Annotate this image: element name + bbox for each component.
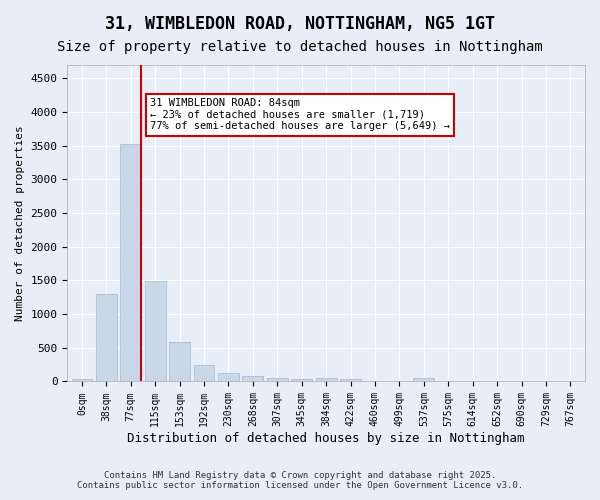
Bar [267, 378, 287, 382]
Bar [96, 294, 117, 382]
X-axis label: Distribution of detached houses by size in Nottingham: Distribution of detached houses by size … [127, 432, 525, 445]
Bar [218, 374, 239, 382]
Text: 31, WIMBLEDON ROAD, NOTTINGHAM, NG5 1GT: 31, WIMBLEDON ROAD, NOTTINGHAM, NG5 1GT [105, 15, 495, 33]
Bar [194, 366, 214, 382]
Bar [71, 380, 92, 382]
Bar [316, 378, 337, 382]
Text: 31 WIMBLEDON ROAD: 84sqm
← 23% of detached houses are smaller (1,719)
77% of sem: 31 WIMBLEDON ROAD: 84sqm ← 23% of detach… [150, 98, 450, 132]
Bar [121, 144, 141, 382]
Bar [292, 379, 312, 382]
Text: Contains HM Land Registry data © Crown copyright and database right 2025.
Contai: Contains HM Land Registry data © Crown c… [77, 470, 523, 490]
Bar [169, 342, 190, 382]
Text: Size of property relative to detached houses in Nottingham: Size of property relative to detached ho… [57, 40, 543, 54]
Bar [340, 380, 361, 382]
Bar [145, 281, 166, 382]
Bar [413, 378, 434, 382]
Y-axis label: Number of detached properties: Number of detached properties [15, 126, 25, 321]
Bar [242, 376, 263, 382]
